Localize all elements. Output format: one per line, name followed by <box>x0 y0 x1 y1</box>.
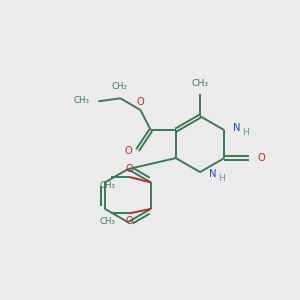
Text: O: O <box>136 98 144 107</box>
Text: H: H <box>218 174 225 183</box>
Text: CH₃: CH₃ <box>100 217 116 226</box>
Text: O: O <box>258 153 265 163</box>
Text: N: N <box>233 123 240 133</box>
Text: CH₃: CH₃ <box>74 96 90 105</box>
Text: O: O <box>125 146 133 156</box>
Text: H: H <box>242 128 249 137</box>
Text: O: O <box>126 216 134 226</box>
Text: CH₂: CH₂ <box>111 82 127 91</box>
Text: O: O <box>126 164 134 174</box>
Text: CH₃: CH₃ <box>100 181 116 190</box>
Text: CH₃: CH₃ <box>192 79 208 88</box>
Text: N: N <box>209 169 216 179</box>
